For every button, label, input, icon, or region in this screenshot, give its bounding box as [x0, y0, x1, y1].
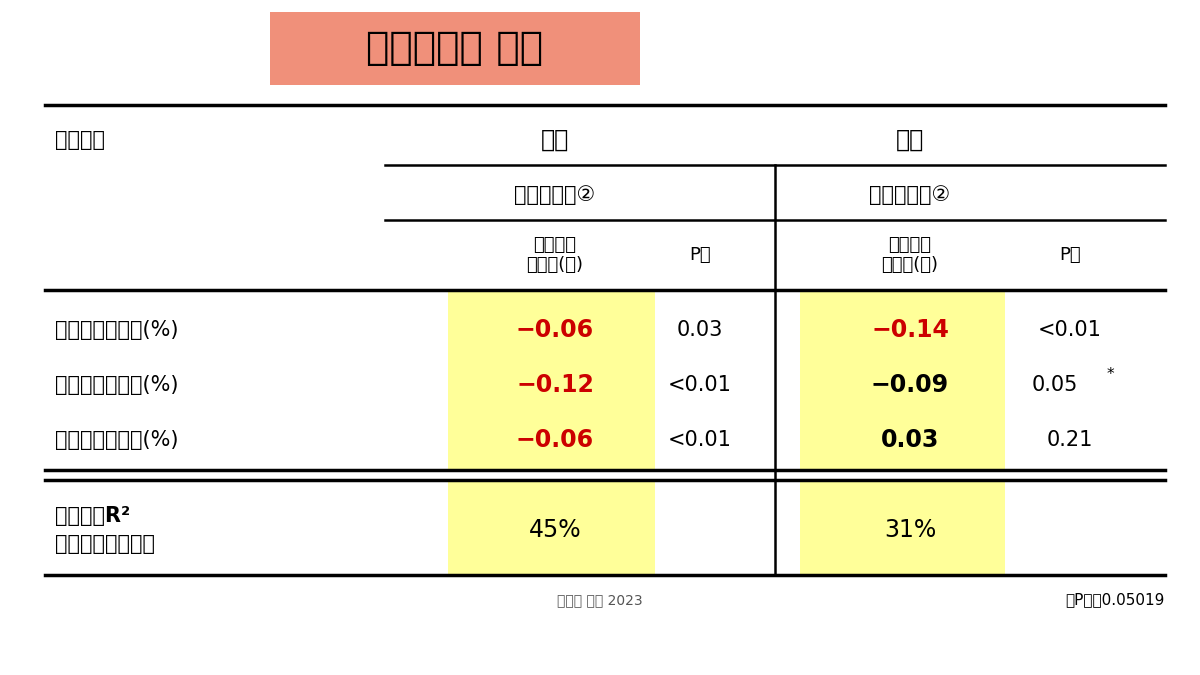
Text: −0.06: −0.06 [516, 428, 594, 452]
Bar [448, 480, 655, 575]
Text: 男性: 男性 [541, 128, 569, 152]
Text: 平均寿命: 平均寿命 [55, 130, 106, 150]
Text: P値: P値 [689, 246, 710, 264]
Text: （検討２） 結果: （検討２） 結果 [366, 30, 544, 68]
Text: 血圧高値者割合(%): 血圧高値者割合(%) [55, 375, 179, 395]
Bar [270, 12, 640, 85]
Text: 和医大 藤吉 2023: 和医大 藤吉 2023 [557, 593, 643, 607]
Text: 現在喫煙者割合(%): 現在喫煙者割合(%) [55, 320, 179, 340]
Text: 回帰係数
推定値(歳): 回帰係数 推定値(歳) [527, 236, 583, 275]
Text: 0.03: 0.03 [881, 428, 940, 452]
Text: 31%: 31% [884, 518, 936, 542]
Bar [448, 290, 655, 470]
Text: *: * [1106, 367, 1114, 383]
Text: 重回帰分析②: 重回帰分析② [869, 185, 950, 205]
Text: −0.06: −0.06 [516, 318, 594, 342]
Text: 回帰係数
推定値(歳): 回帰係数 推定値(歳) [882, 236, 938, 275]
Text: （自由度調整済）: （自由度調整済） [55, 534, 155, 554]
Text: 0.03: 0.03 [677, 320, 724, 340]
Text: P値: P値 [1060, 246, 1081, 264]
Text: 決定係数R²: 決定係数R² [55, 506, 130, 526]
Text: 女性: 女性 [896, 128, 924, 152]
Text: 過剰飲酒者割合(%): 過剰飲酒者割合(%) [55, 430, 179, 450]
Text: 0.21: 0.21 [1046, 430, 1093, 450]
Text: <0.01: <0.01 [668, 430, 732, 450]
Text: −0.09: −0.09 [871, 373, 949, 397]
Text: <0.01: <0.01 [668, 375, 732, 395]
Bar [800, 290, 1006, 470]
Text: <0.01: <0.01 [1038, 320, 1102, 340]
Text: 45%: 45% [529, 518, 581, 542]
Bar [800, 480, 1006, 575]
Text: 0.05: 0.05 [1032, 375, 1078, 395]
Text: ＊P値＝0.05019: ＊P値＝0.05019 [1066, 593, 1165, 608]
Text: −0.12: −0.12 [516, 373, 594, 397]
Text: 重回帰分析②: 重回帰分析② [515, 185, 595, 205]
Text: −0.14: −0.14 [871, 318, 949, 342]
